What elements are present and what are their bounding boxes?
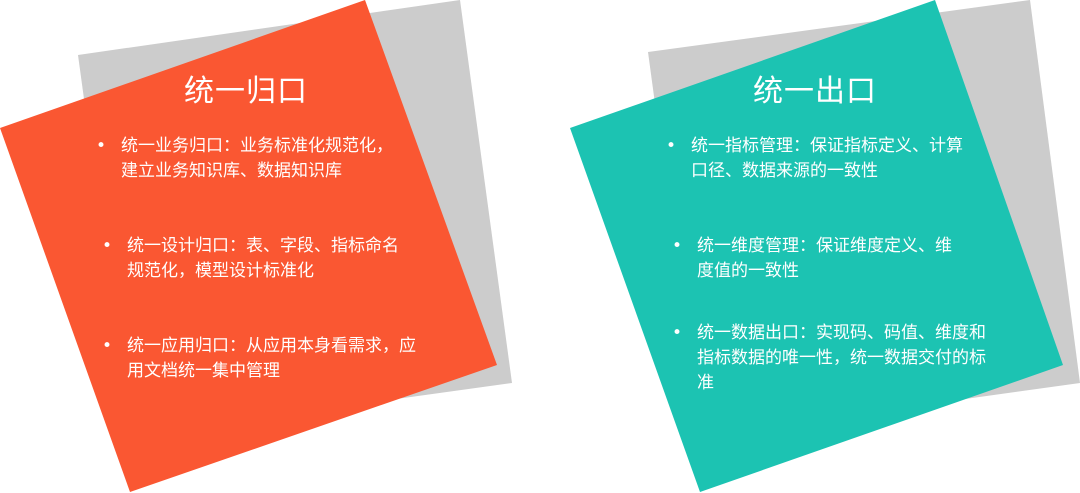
left-bullet-3: 统一应用归口：从应用本身看需求，应用文档统一集中管理 <box>102 334 417 384</box>
left-bullet-1: 统一业务归口：业务标准化规范化，建立业务知识库、数据知识库 <box>96 134 406 184</box>
right-card-title: 统一出口 <box>753 74 877 109</box>
left-card-title: 统一归口 <box>184 74 308 109</box>
right-bullet-3: 统一数据出口：实现码、码值、维度和指标数据的唯一性，统一数据交付的标准 <box>672 321 987 396</box>
right-bullet-1: 统一指标管理：保证指标定义、计算口径、数据来源的一致性 <box>666 134 976 184</box>
right-bullet-2: 统一维度管理：保证维度定义、维度值的一致性 <box>672 234 967 284</box>
left-bullet-2: 统一设计归口：表、字段、指标命名规范化，模型设计标准化 <box>102 234 412 284</box>
